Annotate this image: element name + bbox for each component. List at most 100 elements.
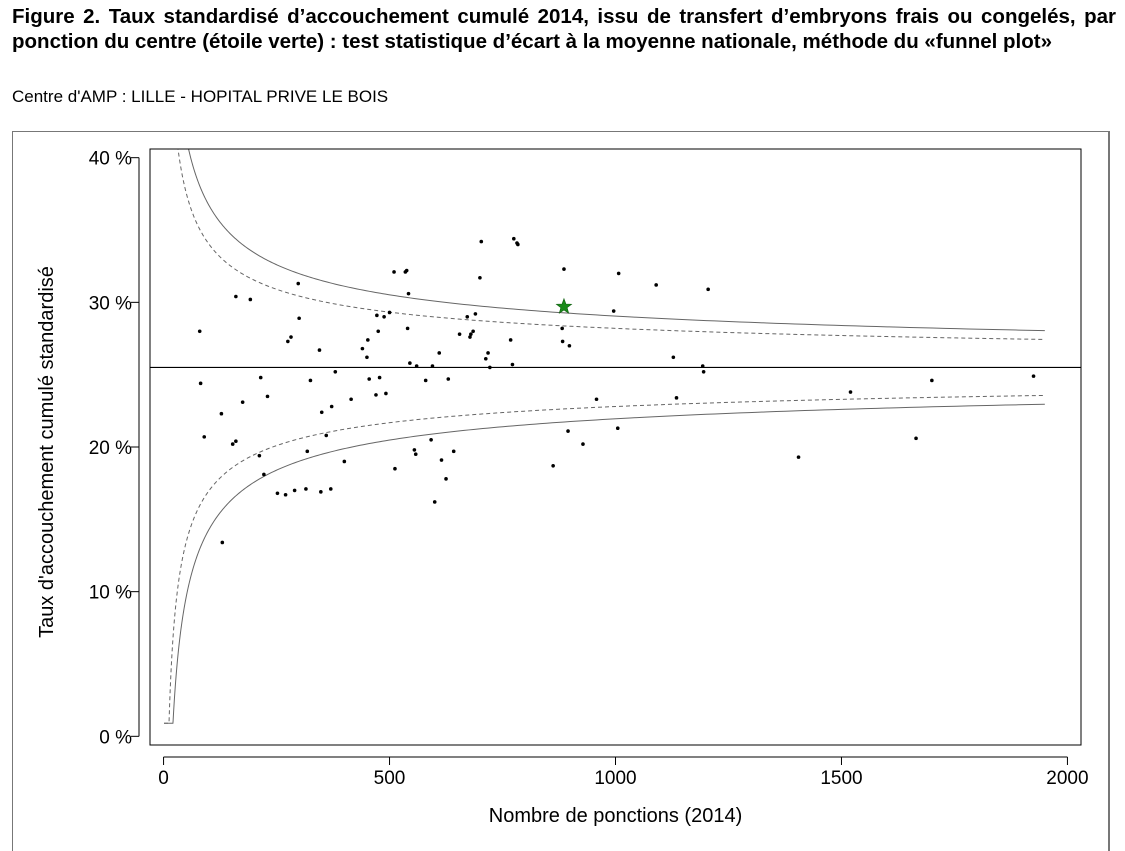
y-axis-label: Taux d'accouchement cumulé standardisé: [36, 266, 58, 638]
data-point: [366, 338, 370, 342]
data-point: [430, 364, 435, 368]
data-point: [914, 436, 918, 441]
y-tick-label: 10 %: [89, 583, 132, 604]
data-point: [377, 375, 382, 380]
data-point: [393, 466, 397, 471]
data-point: [234, 294, 238, 299]
data-point: [437, 351, 442, 355]
data-point: [289, 335, 293, 339]
plot-area-border: [149, 148, 1082, 746]
center-star-marker: [555, 297, 573, 314]
data-point: [360, 346, 365, 351]
funnel-dashed-upper: [177, 149, 1045, 340]
data-point: [317, 348, 322, 352]
data-point: [275, 491, 280, 496]
x-axis-label: Nombre de ponctions (2014): [489, 805, 742, 827]
data-point: [324, 433, 329, 438]
data-point: [560, 326, 564, 331]
funnel-solid-lower: [164, 403, 1045, 724]
data-point: [329, 404, 334, 409]
axes: 0 500 1000 1500 2000 0 % 10 % 20 % 30 % 40 %: [89, 149, 1089, 789]
data-point: [375, 313, 379, 318]
data-point: [516, 242, 520, 247]
data-point: [848, 390, 853, 394]
data-point: [432, 500, 437, 504]
data-point: [382, 315, 386, 319]
data-point: [197, 329, 202, 334]
data-point: [471, 329, 475, 334]
data-point: [508, 338, 513, 342]
data-point: [198, 381, 203, 386]
y-tick-label: 30 %: [89, 293, 132, 314]
data-point: [234, 439, 238, 444]
data-point: [392, 270, 396, 274]
data-point: [333, 369, 338, 374]
funnel-dashed-lower: [164, 394, 1045, 724]
data-point: [616, 271, 621, 276]
data-point: [376, 329, 381, 334]
center-marker-group: [555, 297, 573, 314]
data-point: [202, 435, 207, 439]
y-tick-label: 20 %: [89, 438, 132, 459]
data-point: [296, 281, 301, 286]
data-point: [257, 453, 262, 458]
data-point: [286, 339, 290, 344]
figure-title: Figure 2. Taux standardisé d’accouchemen…: [12, 5, 1116, 53]
data-point: [414, 364, 419, 368]
data-point: [551, 464, 555, 468]
data-point: [374, 393, 378, 397]
data-point: [451, 449, 456, 454]
data-point: [220, 540, 225, 545]
data-points: [197, 236, 1036, 545]
data-point: [405, 326, 410, 331]
data-point: [240, 400, 245, 404]
data-point: [594, 397, 599, 402]
data-point: [478, 275, 482, 280]
data-point: [479, 239, 484, 244]
data-point: [384, 391, 388, 396]
data-point: [429, 437, 433, 442]
data-point: [283, 492, 288, 497]
data-point: [581, 442, 585, 446]
data-point: [297, 316, 301, 321]
data-point: [796, 455, 801, 459]
data-point: [611, 309, 616, 313]
data-point: [615, 426, 620, 430]
data-point: [560, 339, 565, 344]
data-point: [930, 378, 934, 383]
data-point: [406, 291, 411, 296]
data-point: [468, 335, 472, 339]
data-point: [473, 312, 478, 316]
data-point: [488, 365, 492, 370]
data-point: [328, 487, 333, 491]
data-point: [262, 472, 266, 477]
data-point: [387, 310, 392, 315]
data-point: [469, 332, 473, 336]
x-tick-label: 0: [158, 768, 169, 789]
x-tick-label: 500: [374, 768, 406, 789]
data-point: [365, 355, 369, 360]
x-tick-label: 1000: [594, 768, 636, 789]
data-point: [671, 355, 676, 360]
data-point: [412, 448, 417, 452]
data-point: [567, 343, 572, 348]
data-point: [700, 364, 705, 368]
data-point: [349, 397, 353, 402]
data-point: [319, 410, 324, 415]
x-tick-label: 2000: [1046, 768, 1088, 789]
data-point: [230, 442, 235, 446]
data-point: [486, 351, 490, 355]
data-point: [654, 283, 658, 287]
data-point: [512, 236, 516, 241]
y-tick-label: 0 %: [99, 727, 132, 748]
data-point: [367, 377, 371, 381]
data-point: [319, 490, 323, 494]
data-point: [342, 459, 347, 464]
x-tick-label: 1500: [820, 768, 862, 789]
data-point: [292, 488, 297, 493]
data-point: [674, 396, 679, 400]
funnel-solid-upper: [188, 149, 1045, 332]
data-point: [446, 377, 451, 381]
data-point: [706, 287, 710, 292]
chart-frame: [12, 131, 1110, 851]
